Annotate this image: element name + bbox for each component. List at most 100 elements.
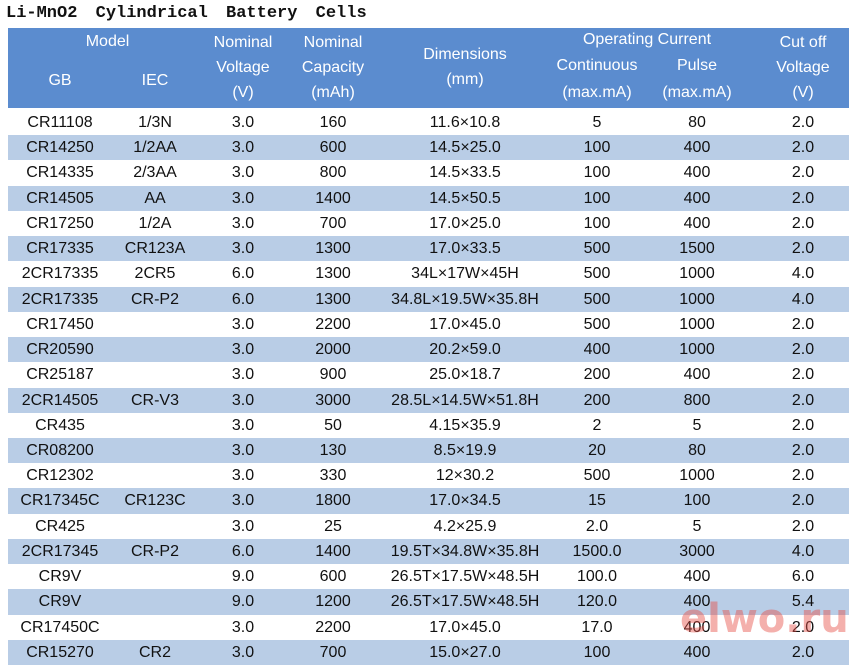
table-cell: 15 [588, 492, 606, 510]
header-text: Nominal [213, 34, 273, 51]
table-cell: 500 [583, 265, 611, 283]
table-header: Model GB IEC Nominal Voltage (V) Nominal Capaci… [8, 28, 849, 108]
table-cell: CR-P2 [130, 290, 180, 308]
table-cell: 5 [592, 114, 602, 131]
header-text: (mAh) [311, 84, 355, 101]
table-cell: CR08200 [26, 441, 94, 459]
table-cell: 9.0 [231, 593, 255, 611]
header-text: (V) [792, 84, 814, 101]
table-cell: 2CR17345 [21, 542, 99, 560]
table-cell: 2.0 [791, 467, 815, 485]
table-cell: 1000 [679, 341, 715, 359]
table-cell: 14.5×25.0 [429, 139, 501, 157]
table-cell: 2.0 [791, 341, 815, 359]
table-cell: 1300 [315, 240, 351, 258]
table-cell: 1000 [679, 265, 715, 283]
table-cell: 2CR14505 [21, 391, 99, 409]
table-cell: 26.5T×17.5W×48.5H [390, 593, 540, 611]
table-cell: 400 [583, 341, 611, 359]
table-row: 2CR14505 CR-V3 3.0 3000 28.5L×14.5W×51.8H 200… [8, 387, 849, 413]
table-cell: CR17450 [26, 315, 94, 333]
table-cell: 3.0 [231, 441, 255, 459]
table-cell: 400 [683, 618, 711, 636]
table-cell: CR14250 [26, 139, 94, 157]
table-cell: 1300 [315, 265, 351, 283]
table-cell: 2.0 [585, 517, 609, 535]
table-cell: 600 [319, 139, 347, 157]
table-cell: CR425 [35, 517, 85, 535]
table-row: CR9V 9.0 600 26.5T×17.5W×48.5H 100.0 400 6.0 [8, 564, 849, 590]
table-cell: 3000 [679, 542, 715, 560]
table-row: 2CR17335 2CR5 6.0 1300 34L×17W×45H 500 1000 4.0 [8, 261, 849, 287]
header-text: Continuous [556, 57, 638, 74]
table-cell: CR9V [38, 568, 82, 586]
table-cell: 3.0 [231, 240, 255, 258]
title: Li-MnO2 Cylindrical Battery Cells [6, 4, 367, 23]
table-cell: 3.0 [231, 315, 255, 333]
table-cell: CR17450C [20, 618, 100, 636]
table-cell: CR17250 [26, 214, 94, 232]
header-text: Cut off [779, 34, 827, 51]
table-cell: 5 [692, 517, 702, 535]
table-cell: 200 [583, 366, 611, 384]
table-row: CR17345C CR123C 3.0 1800 17.0×34.5 15 100 2.0 [8, 488, 849, 514]
table-cell: 2.0 [791, 517, 815, 535]
table-cell: 3.0 [231, 366, 255, 384]
table-cell: 2200 [315, 618, 351, 636]
header-text: Operating Current [582, 31, 712, 48]
table-cell: 400 [683, 164, 711, 182]
table-cell: CR20590 [26, 341, 94, 359]
table-row: CR17450 3.0 2200 17.0×45.0 500 1000 2.0 [8, 311, 849, 338]
table-cell: 4.0 [791, 265, 815, 283]
table-cell: 26.5T×17.5W×48.5H [390, 568, 540, 586]
table-cell: 2.0 [791, 189, 815, 207]
table-cell: 2CR17335 [21, 265, 99, 283]
table-cell: 3.0 [231, 139, 255, 157]
table-cell: 2.0 [791, 618, 815, 636]
table-cell: 14.5×33.5 [429, 164, 501, 182]
table-cell: CR17335 [26, 240, 94, 258]
table-cell: 17.0×45.0 [429, 618, 501, 636]
table-cell: 28.5L×14.5W×51.8H [391, 391, 539, 409]
table-cell: 2/3AA [133, 164, 177, 182]
table-row: CR17335 CR123A 3.0 1300 17.0×33.5 500 1500 2.0 [8, 236, 849, 262]
table-cell: CR17345C [20, 492, 100, 510]
table-cell: 400 [683, 366, 711, 384]
table-cell: 100 [583, 643, 611, 661]
table-cell: 700 [319, 643, 347, 661]
table-cell: CR123A [124, 240, 186, 258]
table-cell: 17.0×45.0 [429, 315, 501, 333]
table-cell: 330 [319, 467, 347, 485]
table-cell: 400 [683, 139, 711, 157]
table-cell: CR2 [138, 643, 172, 661]
header-text: IEC [141, 72, 169, 89]
header-text: Model [85, 33, 130, 50]
table-cell: 2000 [315, 341, 351, 359]
table-cell: 2CR5 [134, 265, 176, 283]
table-row: 2CR17335 CR-P2 6.0 1300 34.8L×19.5W×35.8H 500… [8, 286, 849, 312]
table-cell: 3.0 [231, 391, 255, 409]
table-cell: 8.5×19.9 [433, 441, 497, 459]
table-cell: CR435 [35, 416, 85, 434]
table-cell: 4.0 [791, 290, 815, 308]
table-cell: 15.0×27.0 [429, 643, 501, 661]
header-text: (max.mA) [562, 84, 632, 101]
header-text: Pulse [676, 57, 718, 74]
table-cell: 1000 [679, 290, 715, 308]
table-cell: CR-V3 [130, 391, 180, 409]
table-cell: CR12302 [26, 467, 94, 485]
table-cell: 3.0 [231, 416, 255, 434]
table-cell: 25.0×18.7 [429, 366, 501, 384]
header-text: (V) [232, 84, 254, 101]
table-row: CR14505 AA 3.0 1400 14.5×50.5 100 400 2.0 [8, 185, 849, 211]
table-cell: 2.0 [791, 240, 815, 258]
table-row: CR11108 1/3N 3.0 160 11.6×10.8 5 80 2.0 [8, 110, 849, 136]
header-text: Voltage [216, 59, 270, 76]
table-cell: 1500 [679, 240, 715, 258]
table-cell: 4.2×25.9 [433, 517, 497, 535]
table-cell: 2.0 [791, 391, 815, 409]
table-cell: 5.4 [791, 593, 815, 611]
table-cell: 4.15×35.9 [429, 416, 501, 434]
table-cell: 200 [583, 391, 611, 409]
